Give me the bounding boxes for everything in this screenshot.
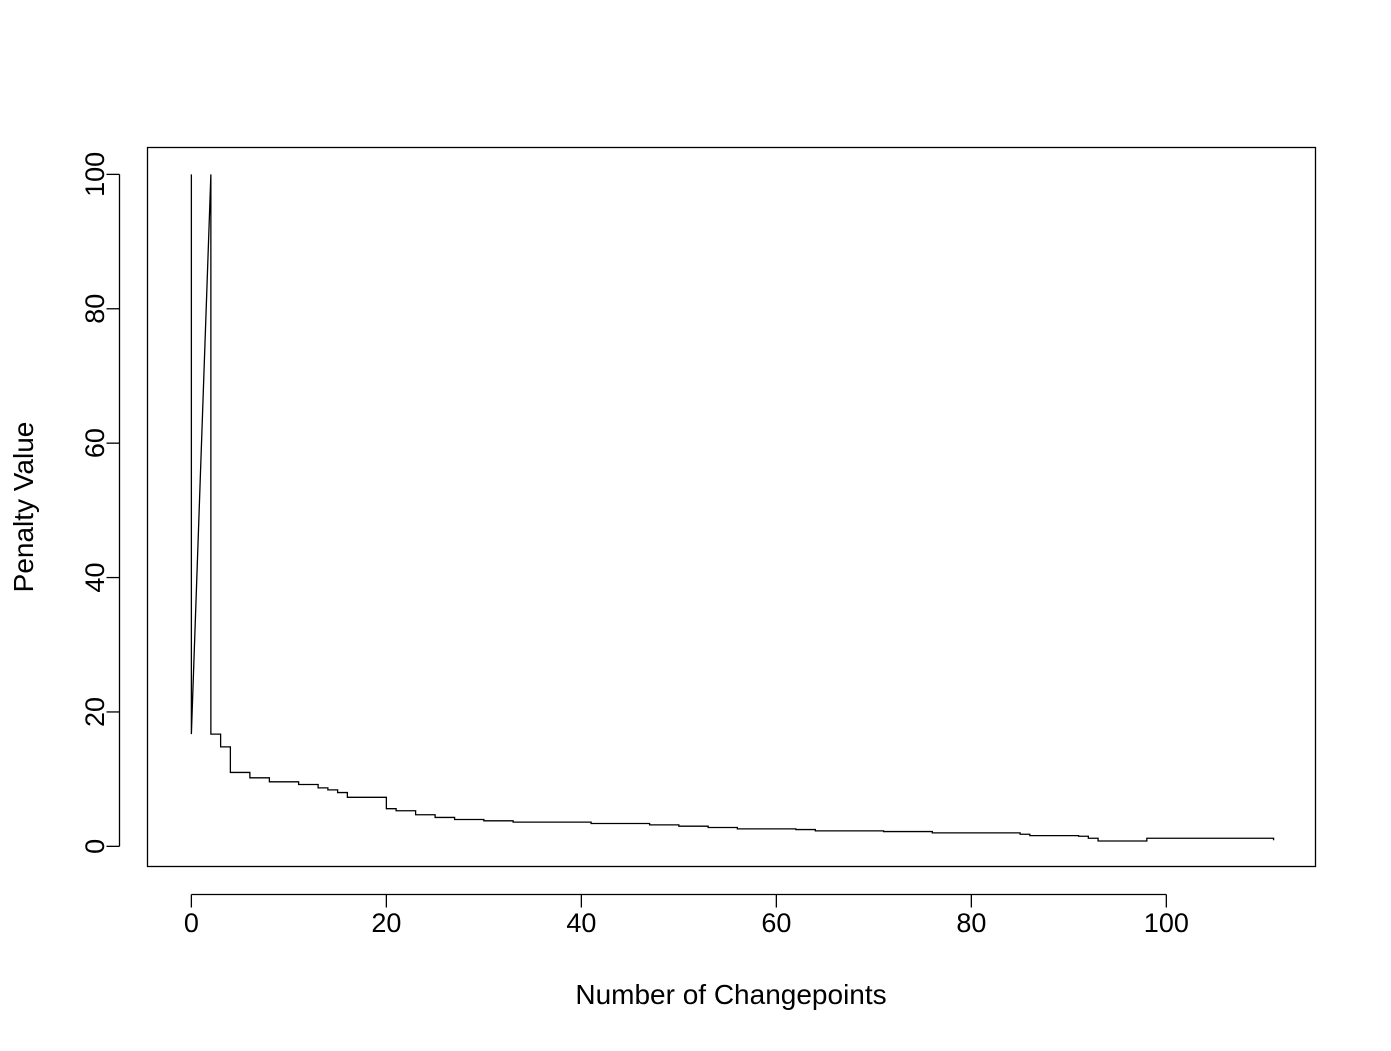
y-tick-label: 20 [80,697,110,727]
penalty-series-line [190,174,1275,842]
y-axis-title: Penalty Value [8,422,39,593]
x-tick-label: 80 [956,908,986,938]
y-tick-label: 80 [80,294,110,324]
y-tick-label: 100 [80,152,110,197]
x-tick-label: 0 [184,908,199,938]
x-axis: 0 20 40 60 80 100 [184,893,1189,938]
y-tick-label: 0 [80,839,110,854]
y-axis: 0 20 40 60 80 100 [80,152,121,854]
plot-frame [146,146,1317,868]
x-tick-label: 60 [761,908,791,938]
y-tick-label: 40 [80,563,110,593]
x-axis-title: Number of Changepoints [575,979,886,1010]
y-tick-label: 60 [80,428,110,458]
x-tick-label: 20 [371,908,401,938]
x-tick-label: 40 [566,908,596,938]
x-tick-label: 100 [1144,908,1189,938]
